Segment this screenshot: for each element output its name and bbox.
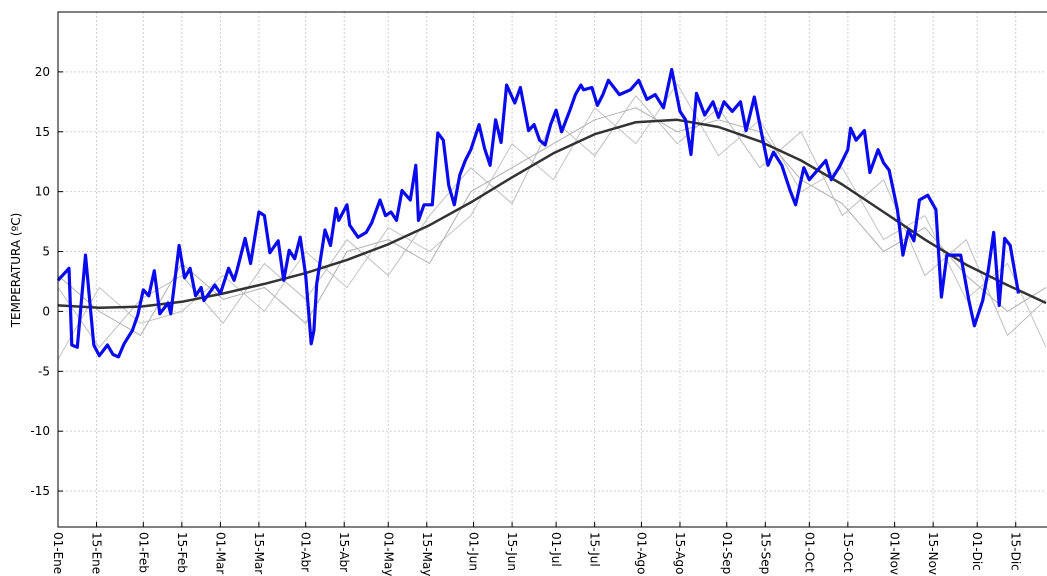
y-tick-label: 0 — [42, 304, 50, 318]
y-tick-label: 5 — [42, 245, 50, 259]
x-tick-label: 15-Jun — [505, 532, 519, 571]
plot-frame — [57, 11, 1047, 528]
x-tick-label: 01-Jun — [467, 532, 481, 571]
x-tick-label: 01-Mar — [213, 532, 227, 574]
x-tick-label: 15-Sep — [758, 532, 772, 574]
series-line — [57, 107, 1047, 336]
y-tick-label: 10 — [35, 185, 50, 199]
x-tick-label: 15-Jul — [588, 532, 602, 567]
x-tick-label: 15-Mar — [252, 532, 266, 574]
x-tick-label: 01-May — [381, 532, 395, 576]
series-line — [56, 67, 1021, 359]
x-tick-label: 01-Feb — [136, 532, 150, 573]
y-tick-label: 15 — [35, 125, 50, 139]
x-tick-label: 15-Dic — [1009, 532, 1023, 571]
y-tick-label: 20 — [35, 65, 50, 79]
x-tick-label: 15-Oct — [841, 532, 855, 573]
x-tick-label: 01-Jul — [549, 532, 563, 567]
x-tick-label: 15-Ago — [673, 532, 687, 575]
x-tick-label: 15-May — [420, 532, 434, 576]
series-line — [57, 118, 1047, 310]
x-tick-label: 15-Ene — [90, 532, 104, 574]
y-tick-label: -5 — [38, 364, 50, 378]
x-tick-label: 15-Feb — [175, 532, 189, 573]
series-line — [57, 83, 1047, 360]
x-tick-label: 01-Dic — [970, 532, 984, 571]
x-tick-label: 01-Sep — [720, 532, 734, 574]
y-tick-label: -10 — [30, 424, 50, 438]
x-tick-label: 15-Nov — [926, 532, 940, 575]
x-tick-label: 01-Ene — [51, 532, 65, 574]
x-tick-label: 01-Abr — [299, 532, 313, 572]
x-tick-label: 01-Nov — [888, 532, 902, 575]
y-tick-label: -15 — [30, 484, 50, 498]
x-tick-label: 01-Ago — [634, 532, 648, 575]
x-tick-label: 15-Abr — [337, 532, 351, 572]
x-tick-label: 01-Oct — [802, 532, 816, 573]
y-axis-label: TEMPERATURA (ºC) — [9, 213, 23, 329]
